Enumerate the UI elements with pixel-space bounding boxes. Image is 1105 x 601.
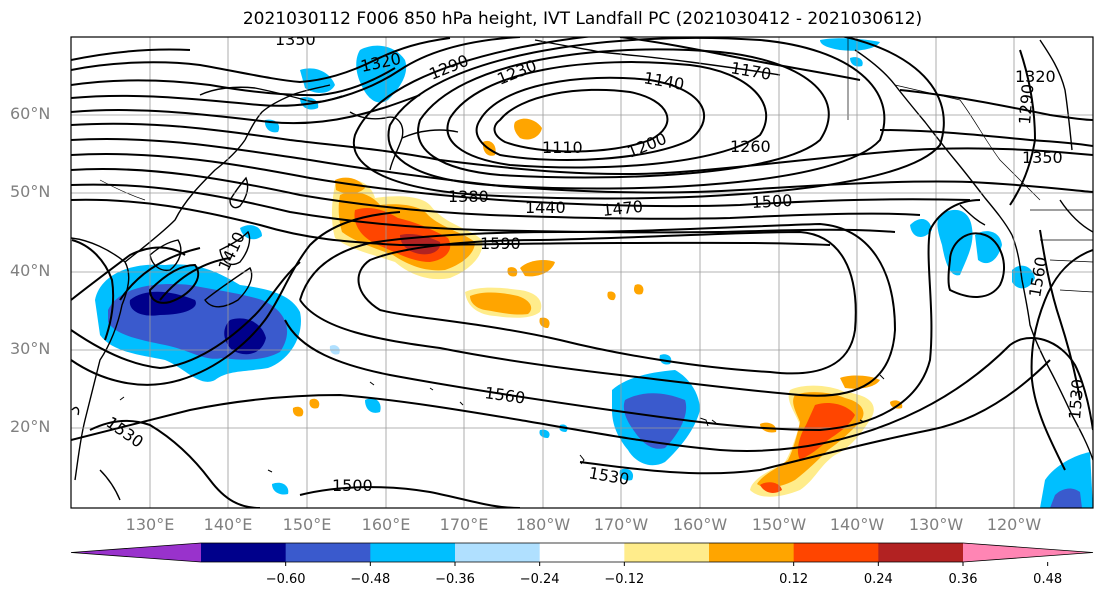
colorbar-tick-label: 0.12: [779, 572, 809, 587]
colorbar-tick-label: 0.48: [1033, 572, 1063, 587]
colorbar-segment: [624, 543, 710, 562]
colorbar-tick-label: 0.36: [948, 572, 978, 587]
colorbar-segment: [201, 543, 287, 562]
contour-label: 1530: [1065, 378, 1087, 420]
contour-label: 1290: [1015, 83, 1037, 125]
colorbar-segment: [539, 543, 625, 562]
lon-label: 170°E: [439, 515, 489, 534]
lon-label: 130°E: [125, 515, 175, 534]
islands: [119, 374, 885, 473]
lon-label: 150°E: [282, 515, 332, 534]
lat-label-40n: 40°N: [10, 261, 51, 280]
contour-label: 1350: [275, 30, 316, 49]
lon-label: 150°W: [751, 515, 807, 534]
map-frame: [70, 36, 1094, 509]
contour-label: 1440: [525, 198, 566, 217]
contour-label: 1320: [1015, 67, 1056, 86]
contour-label: 1350: [1022, 148, 1063, 167]
colorbar-outline: [70, 542, 1094, 563]
colorbar: [70, 542, 1094, 566]
lon-label: 180°W: [515, 515, 571, 534]
colorbar-segment: [370, 543, 456, 562]
map-title: 2021030112 F006 850 hPa height, IVT Land…: [242, 9, 923, 29]
colorbar-extend-min: [71, 543, 201, 562]
colorbar-extend-max: [963, 543, 1093, 562]
colorbar-tick-label: −0.12: [604, 572, 645, 587]
colorbar-tick-label: −0.36: [435, 572, 475, 587]
lat-label-50n: 50°N: [10, 182, 51, 201]
contour-label: 1380: [448, 187, 489, 206]
colorbar-segment: [285, 543, 371, 562]
lon-label: 130°W: [908, 515, 964, 534]
colorbar-segment: [709, 543, 795, 562]
contour-label: 1500: [332, 476, 373, 495]
colorbar-tick-label: −0.24: [519, 572, 560, 587]
lon-label: 120°W: [986, 515, 1042, 534]
lon-label: 160°W: [672, 515, 728, 534]
colorbar-segment: [878, 543, 964, 562]
contour-label: 1470: [601, 197, 643, 220]
lat-label-60n: 60°N: [10, 104, 51, 123]
lat-label-20n: 20°N: [10, 417, 51, 436]
colorbar-tick-label: 0.24: [863, 572, 893, 587]
lon-label: 140°E: [203, 515, 253, 534]
colorbar-segment: [455, 543, 541, 562]
contour-label: 1260: [730, 137, 771, 156]
gridlines: [71, 37, 1093, 508]
lon-label: 160°E: [361, 515, 411, 534]
height-contours: [71, 37, 1093, 508]
map-background: [71, 37, 1093, 508]
contour-label: 1500: [751, 191, 793, 212]
lon-label: 170°W: [593, 515, 649, 534]
lon-label: 140°W: [829, 515, 885, 534]
contour-label: 1590: [480, 234, 521, 253]
lat-label-30n: 30°N: [10, 339, 51, 358]
colorbar-tick-label: −0.60: [265, 572, 306, 587]
contour-label: 1110: [542, 138, 583, 157]
colorbar-segment: [793, 543, 879, 562]
colorbar-tick-label: −0.48: [350, 572, 391, 587]
